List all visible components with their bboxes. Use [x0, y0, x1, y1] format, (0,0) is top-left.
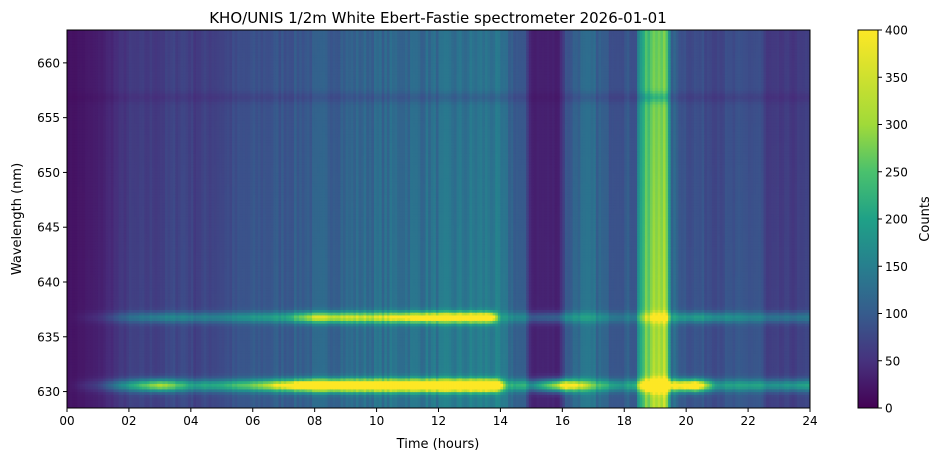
colorbar [857, 29, 879, 409]
x-tick-label: 10 [369, 414, 384, 428]
y-axis-label: Wavelength (nm) [10, 163, 25, 275]
x-tick-label: 18 [617, 414, 632, 428]
colorbar-label: Counts [918, 196, 933, 242]
colorbar-tick-label: 300 [885, 118, 908, 132]
colorbar-tick-label: 200 [885, 213, 908, 227]
y-tick-label: 655 [37, 111, 60, 125]
x-tick-label: 20 [679, 414, 694, 428]
x-tick-label: 16 [555, 414, 570, 428]
colorbar-tick-label: 250 [885, 165, 908, 179]
x-tick-label: 06 [245, 414, 260, 428]
y-tick-label: 650 [37, 166, 60, 180]
colorbar-tick-label: 50 [885, 354, 900, 368]
colorbar-tick-label: 150 [885, 260, 908, 274]
x-tick-label: 08 [307, 414, 322, 428]
x-tick-label: 12 [431, 414, 446, 428]
x-tick-label: 24 [802, 414, 817, 428]
chart-title: KHO/UNIS 1/2m White Ebert-Fastie spectro… [209, 9, 667, 27]
x-axis-label: Time (hours) [396, 437, 480, 452]
x-tick-label: 22 [740, 414, 755, 428]
colorbar-tick-label: 0 [885, 402, 893, 416]
x-tick-label: 00 [59, 414, 74, 428]
y-axis: 630 635 640 645 650 655 660 [37, 56, 67, 399]
heatmap-area [67, 30, 810, 408]
x-tick-label: 04 [183, 414, 198, 428]
y-tick-label: 660 [37, 56, 60, 70]
colorbar-tick-label: 100 [885, 307, 908, 321]
x-tick-label: 14 [493, 414, 508, 428]
y-tick-label: 645 [37, 221, 60, 235]
x-axis: 00 02 04 06 08 10 12 14 16 18 20 22 24 [59, 408, 818, 428]
y-tick-label: 630 [37, 385, 60, 399]
colorbar-axis: 0 50 100 150 200 250 300 350 400 [878, 24, 908, 416]
x-tick-label: 02 [121, 414, 136, 428]
y-tick-label: 640 [37, 276, 60, 290]
colorbar-tick-label: 400 [885, 24, 908, 38]
colorbar-tick-label: 350 [885, 71, 908, 85]
y-tick-label: 635 [37, 330, 60, 344]
